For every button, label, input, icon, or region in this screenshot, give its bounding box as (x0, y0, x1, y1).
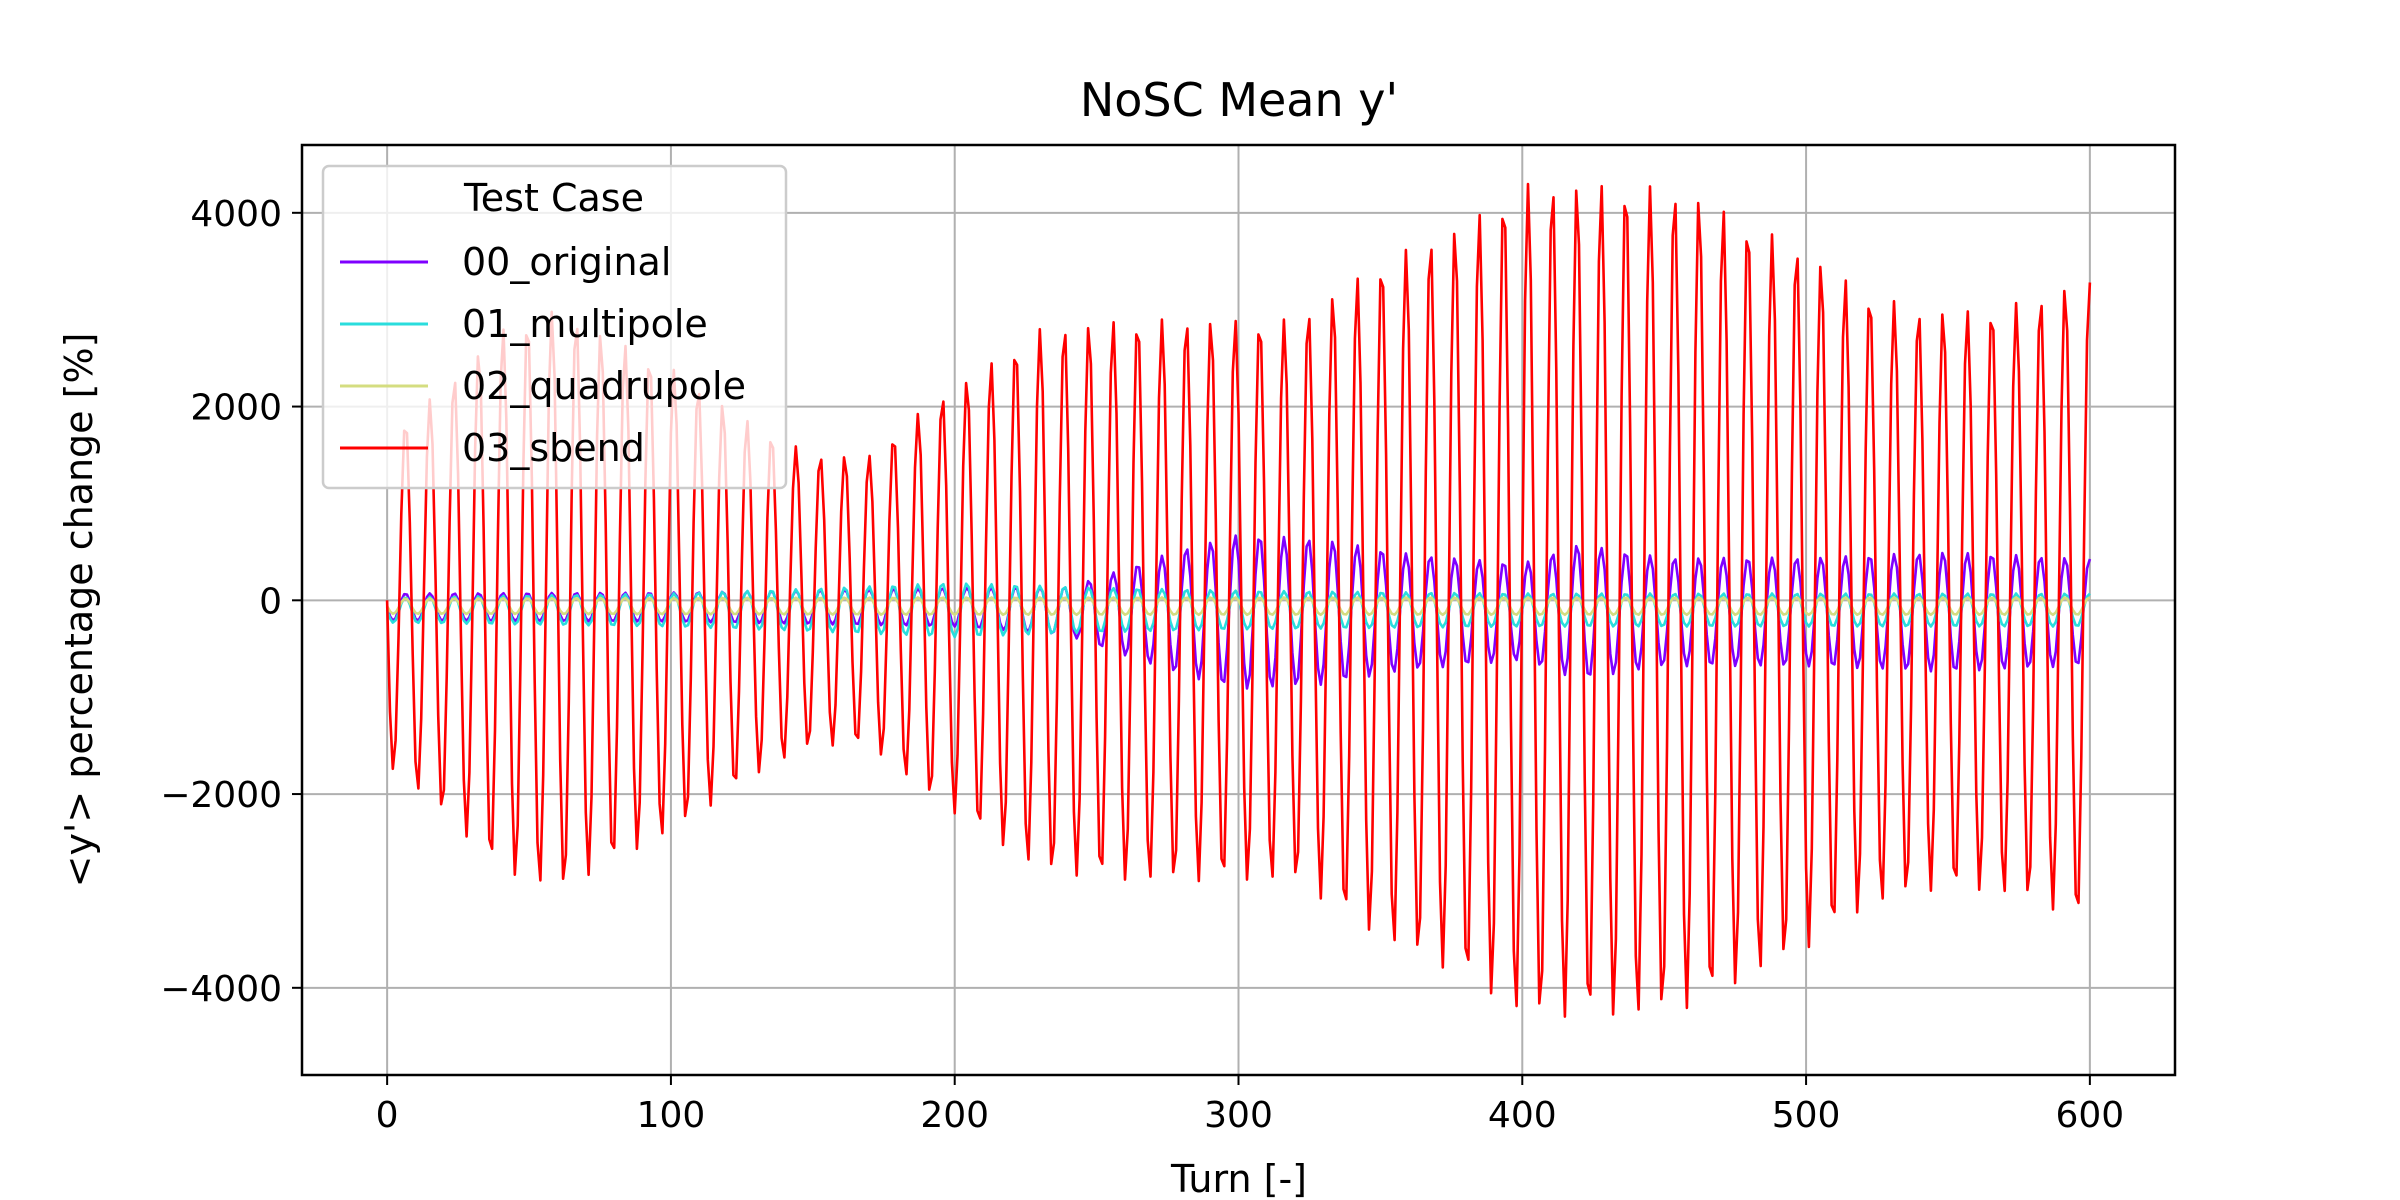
x-tick-label: 300 (1204, 1095, 1273, 1136)
series-line-02_quadrupole (385, 596, 2091, 617)
x-tick-label: 500 (1772, 1095, 1841, 1136)
legend-label-00_original: 00_original (462, 240, 671, 284)
y-tick-label: −4000 (160, 969, 282, 1010)
x-tick-label: 400 (1488, 1095, 1557, 1136)
series-line-01_multipole (385, 582, 2091, 639)
x-tick-label: 0 (376, 1095, 399, 1136)
x-axis-title: Turn [-] (1170, 1157, 1307, 1200)
legend: Test Case 00_original 01_multipole 02_quad… (321, 164, 788, 490)
x-tick-label: 200 (920, 1095, 989, 1136)
x-tick-label: 100 (637, 1095, 706, 1136)
legend-box (321, 164, 788, 490)
chart-title: NoSC Mean y' (1080, 73, 1398, 127)
plot-area (385, 182, 2092, 1018)
y-tick-label: −2000 (160, 775, 282, 816)
y-tick-label: 0 (259, 581, 282, 622)
y-axis-ticks: −4000 −2000 0 2000 4000 (160, 194, 302, 1010)
x-tick-label: 600 (2056, 1095, 2125, 1136)
x-axis-ticks: 0 100 200 300 400 500 600 (376, 1075, 2125, 1136)
y-tick-label: 2000 (190, 388, 282, 429)
legend-label-01_multipole: 01_multipole (462, 302, 708, 346)
y-tick-label: 4000 (190, 194, 282, 235)
legend-title: Test Case (463, 176, 644, 220)
y-axis-title: <y'> percentage change [%] (57, 333, 101, 888)
legend-label-02_quadrupole: 02_quadrupole (462, 364, 746, 408)
legend-label-03_sbend: 03_sbend (462, 426, 645, 470)
legend-items: 00_original 01_multipole 02_quadrupole 03_s… (340, 240, 746, 470)
